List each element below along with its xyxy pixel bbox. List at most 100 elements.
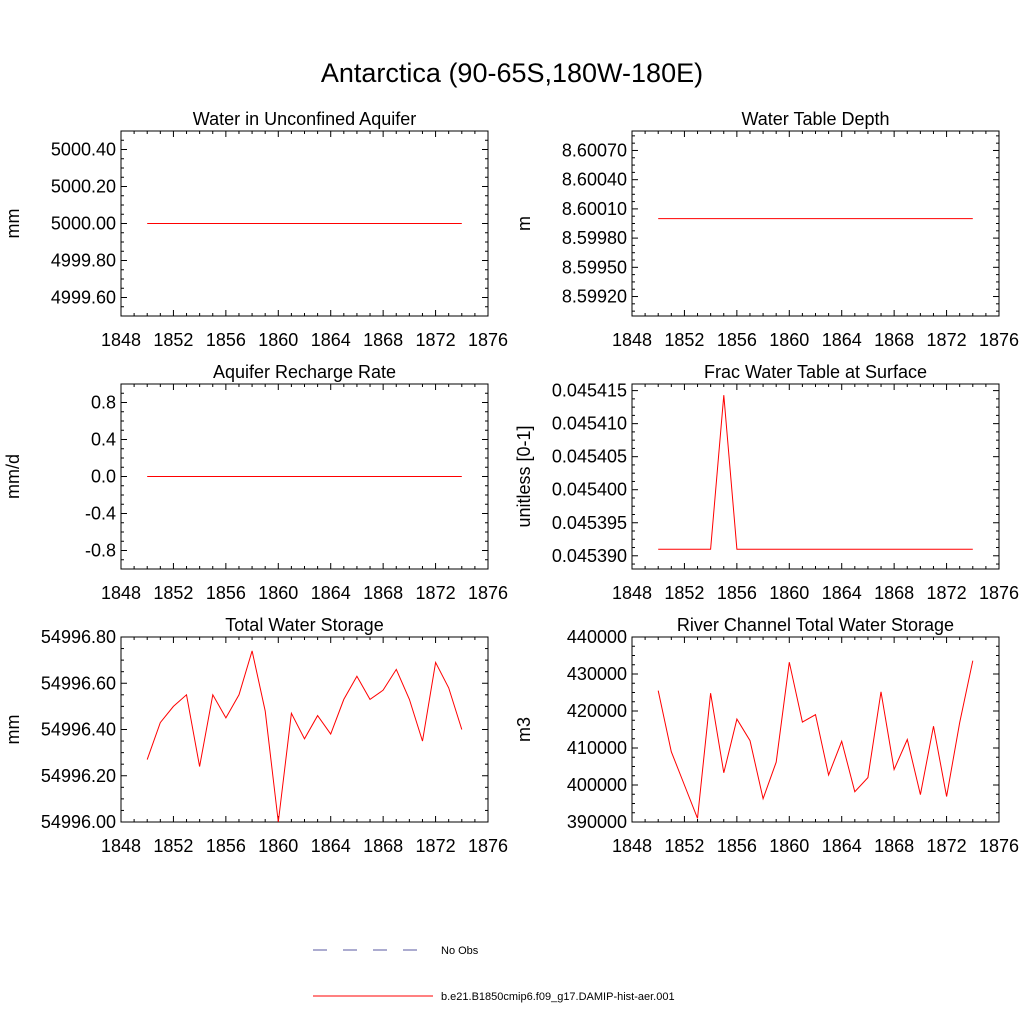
panel-title: River Channel Total Water Storage xyxy=(677,615,954,635)
x-tick-label: 1848 xyxy=(612,583,652,603)
plot-frame xyxy=(631,383,1000,570)
legend-obs-label: No Obs xyxy=(441,945,479,957)
x-tick-label: 1868 xyxy=(874,836,914,856)
panel-6: River Channel Total Water Storage m3 1848 1… xyxy=(514,615,1019,856)
y-tick-label: 8.59980 xyxy=(562,228,627,248)
x-tick-label: 1852 xyxy=(153,583,193,603)
plot-frame xyxy=(631,130,1000,317)
y-tick-label: 0.045415 xyxy=(552,381,627,401)
y-tick-label: 8.59950 xyxy=(562,257,627,277)
x-tick-label: 1876 xyxy=(979,836,1019,856)
x-tick-label: 1876 xyxy=(979,330,1019,350)
x-tick-label: 1872 xyxy=(927,583,967,603)
x-tick-label: 1848 xyxy=(101,330,141,350)
y-tick-label: 440000 xyxy=(567,627,627,647)
y-tick-label: 0.8 xyxy=(91,393,116,413)
y-tick-label: 0.045400 xyxy=(552,480,627,500)
x-tick-label: 1852 xyxy=(664,583,704,603)
x-tick-label: 1864 xyxy=(311,583,351,603)
x-tick-label: 1864 xyxy=(822,836,862,856)
x-tick-label: 1852 xyxy=(153,836,193,856)
x-tick-label: 1860 xyxy=(258,583,298,603)
y-tick-label: 4999.80 xyxy=(51,251,116,271)
x-tick-label: 1852 xyxy=(664,330,704,350)
y-tick-label: 0.045390 xyxy=(552,546,627,566)
x-tick-label: 1856 xyxy=(717,583,757,603)
x-tick-label: 1876 xyxy=(468,330,508,350)
x-tick-label: 1868 xyxy=(363,330,403,350)
y-tick-label: 410000 xyxy=(567,738,627,758)
x-tick-label: 1872 xyxy=(927,330,967,350)
x-tick-label: 1860 xyxy=(258,330,298,350)
y-axis-label: mm/d xyxy=(3,454,23,499)
x-tick-label: 1876 xyxy=(468,836,508,856)
panel-5: Total Water Storage mm 1848 1852 1856 1860 186… xyxy=(3,615,508,856)
x-tick-label: 1852 xyxy=(153,330,193,350)
y-tick-label: 8.60070 xyxy=(562,140,627,160)
y-tick-label: 400000 xyxy=(567,775,627,795)
panels: Water in Unconfined Aquifer mm 1848 1852 185… xyxy=(3,109,1019,856)
y-axis-label: m3 xyxy=(514,717,534,742)
x-tick-label: 1848 xyxy=(101,583,141,603)
y-tick-label: 8.59920 xyxy=(562,287,627,307)
x-tick-label: 1848 xyxy=(612,330,652,350)
x-tick-label: 1856 xyxy=(717,330,757,350)
x-tick-label: 1860 xyxy=(769,836,809,856)
y-tick-label: 5000.00 xyxy=(51,214,116,234)
y-tick-label: 0.045395 xyxy=(552,513,627,533)
y-tick-label: 430000 xyxy=(567,664,627,684)
x-tick-label: 1872 xyxy=(416,836,456,856)
figure-title: Antarctica (90-65S,180W-180E) xyxy=(321,58,703,88)
y-tick-label: 420000 xyxy=(567,701,627,721)
y-tick-label: 0.4 xyxy=(91,430,116,450)
panel-3: Aquifer Recharge Rate mm/d 1848 1852 1856 186… xyxy=(3,362,508,603)
y-tick-label: 8.60040 xyxy=(562,170,627,190)
y-axis-label: mm xyxy=(3,209,23,239)
y-tick-label: 54996.60 xyxy=(41,673,116,693)
x-tick-label: 1860 xyxy=(769,583,809,603)
panel-title: Water in Unconfined Aquifer xyxy=(193,109,416,129)
panel-2: Water Table Depth m 1848 1852 1856 1860 1864 18… xyxy=(514,109,1019,350)
y-axis-label: mm xyxy=(3,715,23,745)
x-tick-label: 1852 xyxy=(664,836,704,856)
y-tick-label: -0.4 xyxy=(85,504,116,524)
y-tick-label: -0.8 xyxy=(85,541,116,561)
x-tick-label: 1848 xyxy=(612,836,652,856)
y-tick-label: 54996.80 xyxy=(41,627,116,647)
y-axis-label: m xyxy=(514,216,534,231)
panel-title: Aquifer Recharge Rate xyxy=(213,362,396,382)
x-tick-label: 1856 xyxy=(717,836,757,856)
x-tick-label: 1868 xyxy=(874,583,914,603)
y-tick-label: 4999.60 xyxy=(51,288,116,308)
x-tick-label: 1864 xyxy=(311,330,351,350)
y-tick-label: 54996.40 xyxy=(41,720,116,740)
panel-1: Water in Unconfined Aquifer mm 1848 1852 185… xyxy=(3,109,508,350)
x-tick-label: 1868 xyxy=(363,836,403,856)
x-tick-label: 1860 xyxy=(769,330,809,350)
x-tick-label: 1864 xyxy=(311,836,351,856)
x-tick-label: 1860 xyxy=(258,836,298,856)
panel-title: Water Table Depth xyxy=(741,109,889,129)
y-tick-label: 0.045405 xyxy=(552,447,627,467)
x-tick-label: 1868 xyxy=(363,583,403,603)
panel-title: Total Water Storage xyxy=(225,615,383,635)
plot-frame xyxy=(631,636,1000,823)
panel-title: Frac Water Table at Surface xyxy=(704,362,927,382)
y-tick-label: 390000 xyxy=(567,812,627,832)
plot-frame xyxy=(120,636,489,823)
legend: No Obs b.e21.B1850cmip6.f09_g17.DAMIP-hi… xyxy=(313,945,675,1003)
x-tick-label: 1872 xyxy=(416,330,456,350)
y-axis-label: unitless [0-1] xyxy=(514,425,534,527)
series-line xyxy=(658,395,973,550)
x-tick-label: 1868 xyxy=(874,330,914,350)
y-tick-label: 8.60010 xyxy=(562,199,627,219)
series-line xyxy=(657,660,974,819)
x-tick-label: 1876 xyxy=(468,583,508,603)
x-tick-label: 1848 xyxy=(101,836,141,856)
y-tick-label: 0.045410 xyxy=(552,414,627,434)
y-tick-label: 5000.20 xyxy=(51,177,116,197)
x-tick-label: 1864 xyxy=(822,330,862,350)
x-tick-label: 1876 xyxy=(979,583,1019,603)
x-tick-label: 1872 xyxy=(927,836,967,856)
